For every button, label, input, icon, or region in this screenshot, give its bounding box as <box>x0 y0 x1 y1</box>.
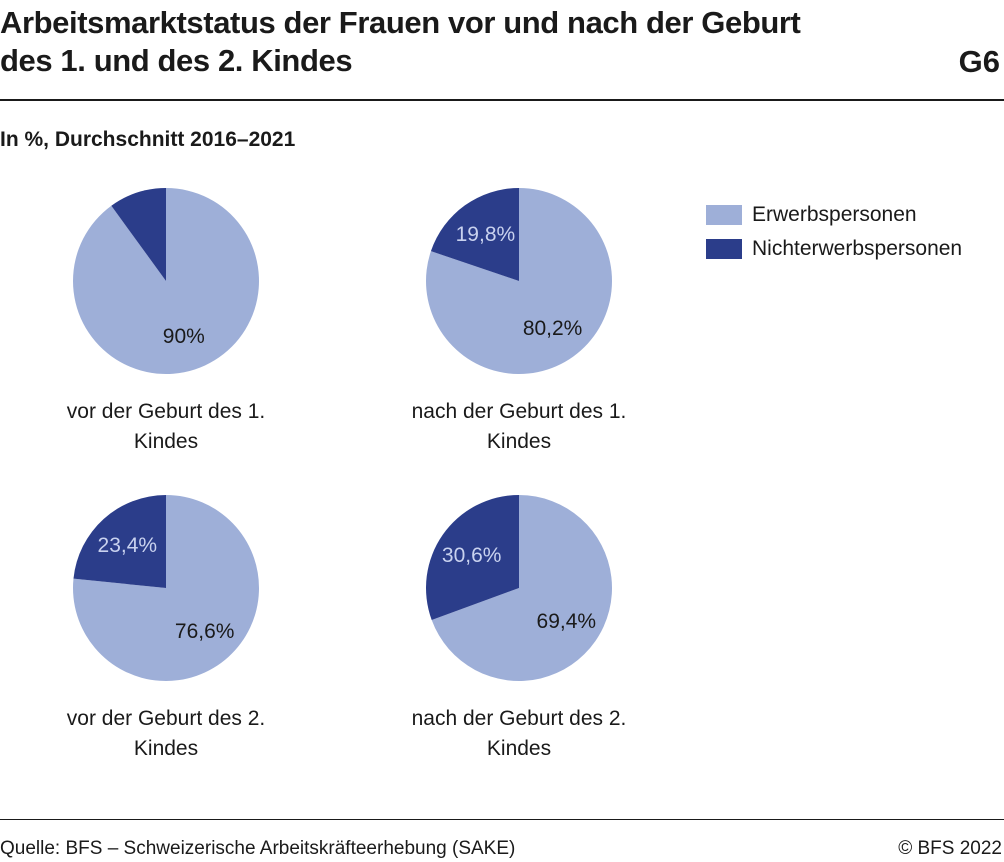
pie-category-label-line: Kindes <box>486 430 552 453</box>
pie-category-label: nach der Geburt des 1. Kindes <box>379 397 659 457</box>
pie-slice-nichterwerbspersonen <box>430 188 519 281</box>
pie-category-label: nach der Geburt des 2. Kindes <box>379 704 659 764</box>
pie-category-label-line: nach der Geburt des 1. <box>411 400 627 423</box>
pie-slice-nichterwerbspersonen <box>111 188 166 281</box>
pie-category-label-line: vor der Geburt des 2. <box>66 707 266 730</box>
pie-category-label-line: Kindes <box>133 737 199 760</box>
chart-subtitle: In %, Durchschnitt 2016–2021 <box>0 128 296 151</box>
pie-data-label: 80,2% <box>523 317 583 340</box>
chart-header: Arbeitsmarktstatus der Frauen vor und na… <box>0 0 1004 101</box>
header-divider <box>0 99 1004 101</box>
pie-data-label: 69,4% <box>537 610 597 633</box>
legend-label-nichterwerbspersonen: Nichterwerbspersonen <box>752 237 963 260</box>
pie-data-label: 30,6% <box>442 544 502 567</box>
footer-divider <box>0 819 1004 820</box>
pie-data-label: 76,6% <box>175 620 235 643</box>
pie-slice-erwerbspersonen <box>73 188 260 374</box>
pie-category-label-line: vor der Geburt des 1. <box>66 400 266 423</box>
chart-title-line-2: des 1. und des 2. Kindes <box>0 43 353 78</box>
pie-data-label: 19,8% <box>456 223 516 246</box>
chart-title: Arbeitsmarktstatus der Frauen vor und na… <box>0 4 930 80</box>
pie-category-label-line: nach der Geburt des 2. <box>411 707 627 730</box>
legend-swatch-nichterwerbspersonen <box>706 239 742 259</box>
pie-slice-erwerbspersonen <box>425 188 612 375</box>
chart-title-line-1: Arbeitsmarktstatus der Frauen vor und na… <box>0 5 801 40</box>
pie-category-label: vor der Geburt des 2. Kindes <box>26 704 306 764</box>
pie-category-label-line: Kindes <box>486 737 552 760</box>
figure-id: G6 <box>958 44 1000 79</box>
pie-category-label-line: Kindes <box>133 430 199 453</box>
pie-data-label: 23,4% <box>98 534 158 557</box>
pie-category-label: vor der Geburt des 1. Kindes <box>26 397 306 457</box>
copyright-note: © BFS 2022 <box>898 838 1002 859</box>
legend-item-erwerbspersonen: Erwerbspersonen <box>706 198 1004 232</box>
pie-slice-nichterwerbspersonen <box>73 495 166 588</box>
legend-swatch-erwerbspersonen <box>706 205 742 225</box>
pie-slice-nichterwerbspersonen <box>426 495 519 621</box>
source-note: Quelle: BFS – Schweizerische Arbeitskräf… <box>0 838 516 859</box>
pie-slice-erwerbspersonen <box>73 495 260 682</box>
legend-label-erwerbspersonen: Erwerbspersonen <box>752 203 917 226</box>
chart-legend: Erwerbspersonen Nichterwerbspersonen <box>706 198 1004 266</box>
legend-item-nichterwerbspersonen: Nichterwerbspersonen <box>706 232 1004 266</box>
pie-slice-erwerbspersonen <box>431 495 613 681</box>
pie-data-label: 90% <box>163 325 205 348</box>
